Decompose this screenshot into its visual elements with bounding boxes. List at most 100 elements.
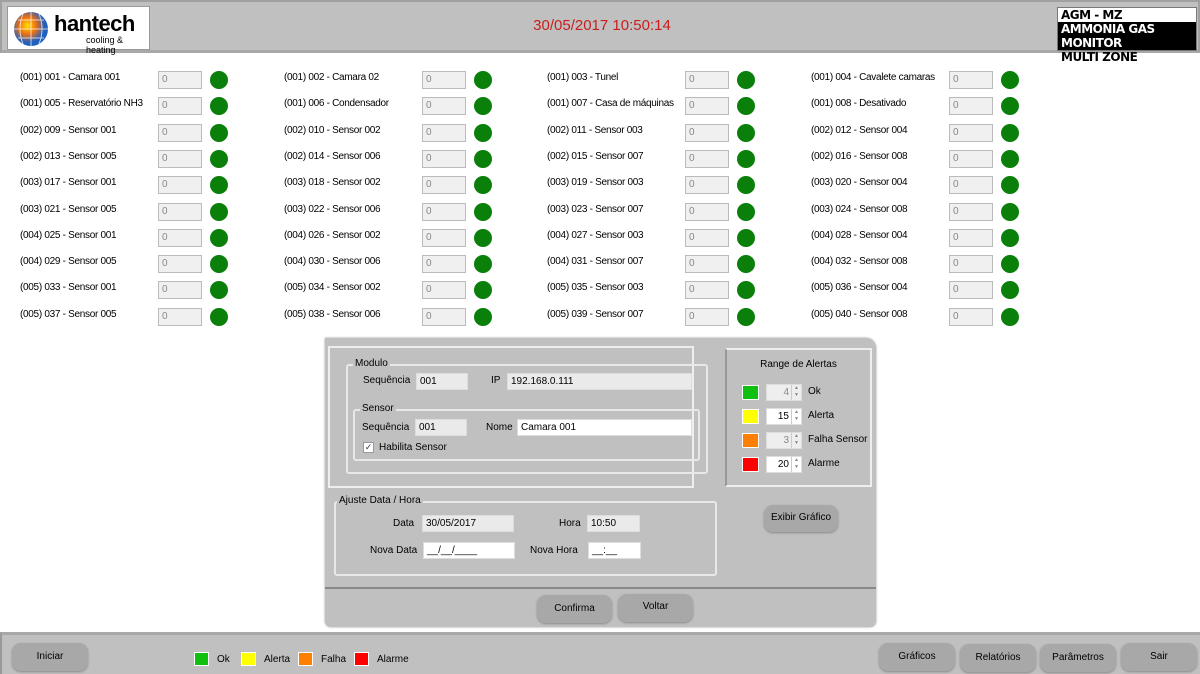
- sensor-status-indicator: [1001, 202, 1019, 221]
- sensor-status-indicator: [1001, 307, 1019, 326]
- new-date-label: Nova Data: [370, 545, 418, 556]
- spinner-arrows-icon[interactable]: ▲ ▼: [791, 457, 801, 472]
- sensor-label: (001) 003 - Tunel: [547, 72, 619, 83]
- sensor-name-input[interactable]: Camara 001: [517, 419, 692, 436]
- modulo-seq-field[interactable]: 001: [416, 373, 468, 390]
- spinner-arrows-icon[interactable]: ▲ ▼: [791, 409, 801, 424]
- new-time-input[interactable]: __:__: [588, 542, 641, 559]
- range-color-swatch: [742, 433, 759, 448]
- sensor-label: (005) 039 - Sensor 007: [547, 308, 644, 320]
- range-value-spinner[interactable]: 4 ▲ ▼: [766, 384, 802, 401]
- hantech-logo: hantech cooling & heating: [7, 6, 150, 55]
- sensor-value-field: 0: [949, 202, 993, 221]
- sensor-status-indicator: [737, 281, 755, 300]
- sensor-seq-field[interactable]: 001: [415, 419, 467, 436]
- logo-subtitle: cooling & heating: [86, 35, 124, 55]
- charts-button[interactable]: Gráficos: [879, 643, 955, 671]
- date-field[interactable]: 30/05/2017: [422, 515, 514, 532]
- time-label: Hora: [559, 518, 581, 529]
- ip-field[interactable]: 192.168.0.111: [507, 373, 692, 390]
- sensor-value-field: 0: [685, 255, 729, 274]
- legend-swatch: [354, 652, 369, 666]
- sensor-status-indicator: [474, 255, 492, 274]
- sensor-value-field: 0: [685, 123, 729, 142]
- spinner-arrows-icon[interactable]: ▲ ▼: [791, 433, 801, 448]
- sensor-label: (001) 002 - Camara 02: [284, 72, 379, 83]
- sensor-value-field: 0: [158, 307, 202, 326]
- sensor-label: (005) 038 - Sensor 006: [284, 308, 381, 320]
- range-value: 3: [783, 435, 789, 446]
- confirm-button[interactable]: Confirma: [537, 595, 612, 623]
- sensor-status-indicator: [474, 307, 492, 326]
- sensor-status-indicator: [474, 123, 492, 142]
- sensor-status-indicator: [210, 228, 228, 247]
- sensor-status-indicator: [737, 202, 755, 221]
- datetime-title: Ajuste Data / Hora: [337, 495, 423, 506]
- exit-button[interactable]: Sair: [1121, 643, 1197, 671]
- sensor-value-field: 0: [685, 149, 729, 168]
- sensor-status-indicator: [474, 149, 492, 168]
- modulo-seq-label: Sequência: [363, 375, 411, 386]
- sensor-status-indicator: [210, 149, 228, 168]
- sensor-label: (003) 021 - Sensor 005: [20, 203, 117, 215]
- modulo-title: Modulo: [353, 358, 390, 369]
- sensor-label: (003) 024 - Sensor 008: [811, 203, 908, 215]
- range-label: Alarme: [808, 458, 840, 469]
- new-date-input[interactable]: __/__/____: [423, 542, 515, 559]
- spinner-arrows-icon[interactable]: ▲ ▼: [791, 385, 801, 400]
- sensor-value-field: 0: [949, 97, 993, 116]
- show-chart-button[interactable]: Exibir Gráfico: [764, 505, 838, 532]
- sensor-value-field: 0: [685, 176, 729, 195]
- sensor-seq-label: Sequência: [362, 422, 410, 433]
- sensor-status-indicator: [737, 149, 755, 168]
- sensor-value-field: 0: [685, 228, 729, 247]
- sensor-status-indicator: [1001, 281, 1019, 300]
- sensor-label: (002) 012 - Sensor 004: [811, 124, 908, 136]
- product-variant: MULTI ZONE: [1061, 50, 1138, 64]
- range-color-swatch: [742, 385, 759, 400]
- sensor-label: (004) 031 - Sensor 007: [547, 256, 644, 268]
- sensor-label: (002) 014 - Sensor 006: [284, 150, 381, 162]
- range-label: Falha Sensor: [808, 434, 868, 445]
- sensor-status-indicator: [1001, 176, 1019, 195]
- sensor-value-field: 0: [685, 281, 729, 300]
- range-value-spinner[interactable]: 3 ▲ ▼: [766, 432, 802, 449]
- sensor-value-field: 0: [422, 307, 466, 326]
- time-field[interactable]: 10:50: [587, 515, 640, 532]
- sensor-label: (004) 028 - Sensor 004: [811, 229, 908, 241]
- sensor-status-indicator: [474, 228, 492, 247]
- sensor-status-indicator: [210, 123, 228, 142]
- sensor-status-indicator: [210, 307, 228, 326]
- sensor-label: (002) 016 - Sensor 008: [811, 150, 908, 162]
- sensor-value-field: 0: [422, 123, 466, 142]
- legend-label: Ok: [217, 654, 230, 665]
- module-frame: [328, 346, 694, 488]
- dialog-divider: [325, 587, 876, 589]
- date-label: Data: [393, 518, 415, 529]
- sensor-status-indicator: [474, 281, 492, 300]
- range-value: 15: [777, 411, 789, 422]
- enable-sensor-checkbox[interactable]: ✓: [363, 442, 374, 453]
- range-label: Alerta: [808, 410, 835, 421]
- product-name: AMMONIA GAS MONITOR: [1058, 22, 1196, 50]
- sensor-label: (005) 035 - Sensor 003: [547, 282, 644, 294]
- sensor-label: (005) 033 - Sensor 001: [20, 282, 117, 294]
- sensor-status-indicator: [474, 202, 492, 221]
- sensor-label: (005) 036 - Sensor 004: [811, 282, 908, 294]
- reports-button[interactable]: Relatórios: [960, 644, 1036, 672]
- range-value: 4: [783, 387, 789, 398]
- sensor-value-field: 0: [422, 255, 466, 274]
- start-button[interactable]: Iniciar: [12, 643, 88, 671]
- back-button[interactable]: Voltar: [618, 594, 693, 622]
- range-value-spinner[interactable]: 20 ▲ ▼: [766, 456, 802, 473]
- sensor-value-field: 0: [158, 71, 202, 89]
- sensor-value-field: 0: [685, 202, 729, 221]
- sensor-value-field: 0: [949, 149, 993, 168]
- parameters-button[interactable]: Parâmetros: [1040, 644, 1116, 672]
- sensor-value-field: 0: [422, 202, 466, 221]
- sensor-config-dialog: Modulo Sequência 001 IP 192.168.0.111 Se…: [325, 338, 876, 627]
- sensor-status-indicator: [210, 71, 228, 89]
- footer-bar: Iniciar Ok Alerta Falha Alarme Gráficos Rel…: [0, 632, 1200, 674]
- sensor-label: (001) 007 - Casa de máquinas: [547, 98, 674, 110]
- range-value-spinner[interactable]: 15 ▲ ▼: [766, 408, 802, 425]
